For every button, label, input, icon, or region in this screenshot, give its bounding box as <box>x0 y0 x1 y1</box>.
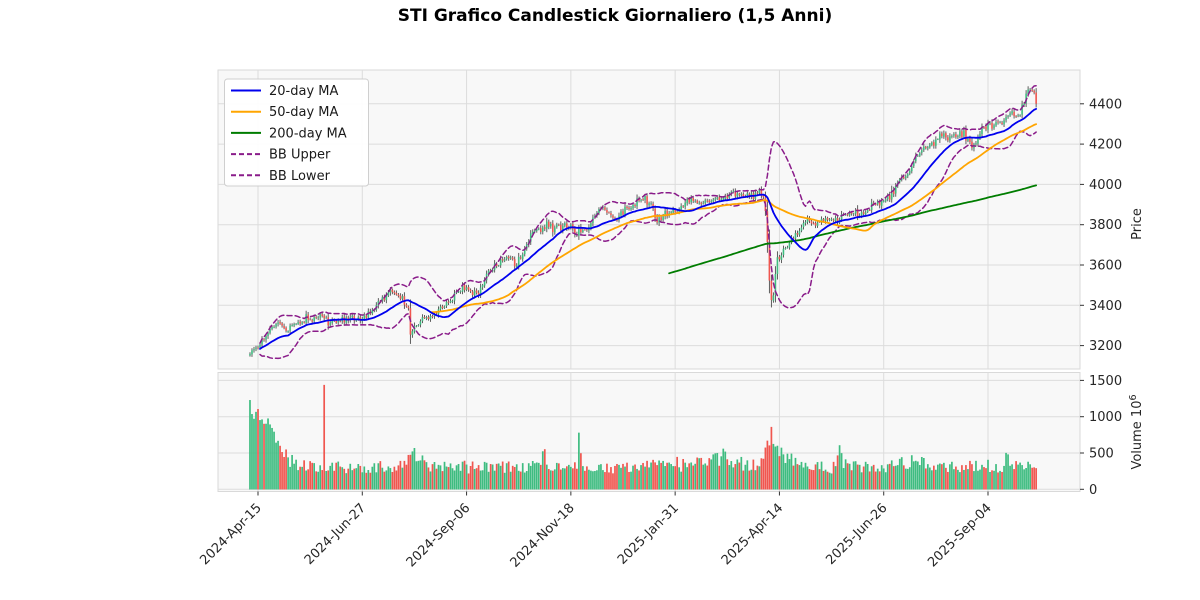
chart-title: STI Grafico Candlestick Giornaliero (1,5… <box>398 6 832 26</box>
legend-item-label: BB Upper <box>269 148 331 163</box>
volume-axis-label: Volume 106 <box>1128 394 1145 469</box>
legend-item-label: 50-day MA <box>269 105 338 120</box>
price-tick-label: 3600 <box>1089 259 1122 274</box>
price-tick-label: 3200 <box>1089 339 1122 354</box>
date-tick-label: 2024-Jun-27 <box>302 501 369 568</box>
legend-item-label: 200-day MA <box>269 126 347 141</box>
volume-axis-label-superscript: 6 <box>1128 394 1139 400</box>
price-tick-label: 4400 <box>1089 97 1122 112</box>
price-tick-label: 3400 <box>1089 299 1122 314</box>
volume-tick-label: 1000 <box>1089 410 1122 425</box>
date-tick-label: 2024-Apr-15 <box>197 501 264 568</box>
date-tick-label: 2025-Apr-14 <box>719 501 786 568</box>
price-tick-label: 4200 <box>1089 138 1122 153</box>
volume-tick-label: 1500 <box>1089 374 1122 389</box>
legend-item-label: BB Lower <box>269 169 331 184</box>
price-tick-label: 4000 <box>1089 178 1122 193</box>
volume-tick-label: 500 <box>1089 447 1114 462</box>
date-tick-label: 2024-Nov-18 <box>508 501 578 571</box>
volume-tick-label: 0 <box>1089 483 1097 498</box>
price-axis-label: Price <box>1130 208 1145 240</box>
legend-item-label: 20-day MA <box>269 84 338 99</box>
price-tick-label: 3800 <box>1089 218 1122 233</box>
date-tick-label: 2025-Jun-26 <box>823 501 890 568</box>
indicator-lines-group <box>259 84 1037 360</box>
date-tick-label: 2025-Sep-04 <box>925 501 995 571</box>
legend-box: 20-day MA 50-day MA 200-day MA BB Upper BB L… <box>224 78 369 187</box>
volume-bars-group <box>249 384 1037 490</box>
date-tick-label: 2024-Sep-06 <box>404 501 474 571</box>
date-tick-label: 2025-Jan-31 <box>615 501 682 568</box>
volume-axis-label-base: Volume 10 <box>1130 401 1145 470</box>
